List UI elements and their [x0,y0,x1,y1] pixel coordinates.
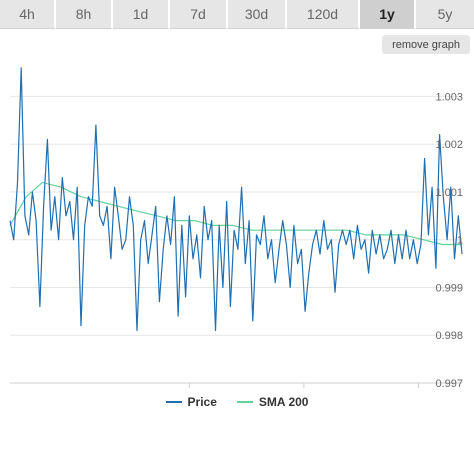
y-tick-label: 1.001 [435,187,463,199]
tab-5y[interactable]: 5y [416,0,474,29]
tab-7d[interactable]: 7d [170,0,228,29]
legend: Price SMA 200 [0,392,474,412]
legend-item-sma[interactable]: SMA 200 [236,395,309,409]
timeframe-tabs: 4h 8h 1d 7d 30d 120d 1y 5y [0,0,474,30]
tab-8h[interactable]: 8h [56,0,113,29]
legend-item-price[interactable]: Price [165,395,217,409]
sma-200-line [9,181,462,246]
y-tick-label: 1 [457,235,463,247]
price-line [9,67,463,332]
tab-1d[interactable]: 1d [113,0,170,29]
y-tick-label: 0.997 [435,378,463,390]
y-tick-label: 1.003 [435,91,463,103]
grid [10,95,462,388]
y-tick-label: 0.998 [435,330,463,342]
sma-legend-swatch [236,401,253,403]
tab-4h[interactable]: 4h [0,0,56,29]
tab-120d[interactable]: 120d [287,0,360,29]
plot-area[interactable] [9,67,463,332]
y-tick-label: 1.002 [435,139,463,151]
tab-30d[interactable]: 30d [228,0,287,29]
y-tick-label: 0.999 [435,282,463,294]
tab-1y[interactable]: 1y [360,0,416,29]
legend-label-sma: SMA 200 [258,395,309,409]
price-legend-swatch [165,401,182,403]
remove-graph-button[interactable]: remove graph [382,35,470,54]
legend-label-price: Price [187,395,217,409]
